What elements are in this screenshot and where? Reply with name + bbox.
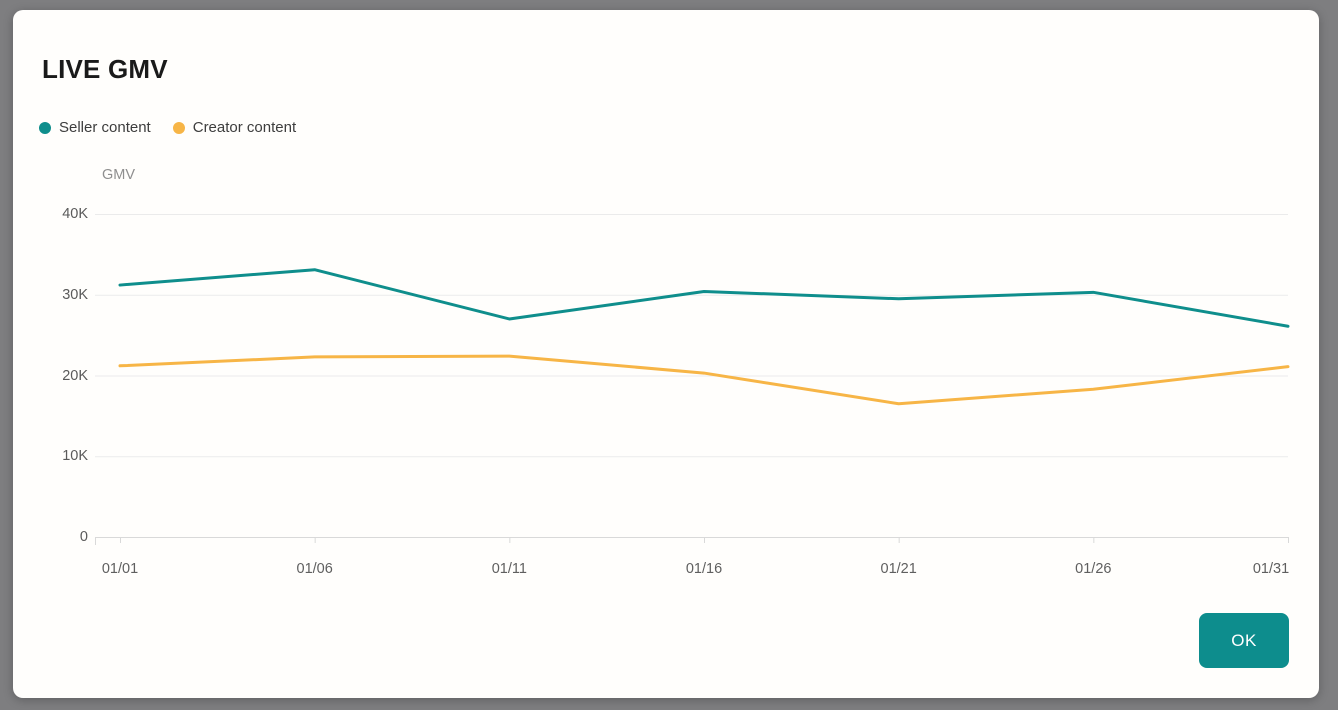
legend-item-seller-content[interactable]: Seller content [39,119,151,136]
legend-label-seller: Seller content [59,119,151,136]
y-tick-label: 10K [62,448,88,465]
y-axis-title: GMV [102,167,136,183]
chart-legend: Seller content Creator content [39,119,296,136]
y-tick-label: 0 [79,529,88,545]
x-tick-label: 01/31 [1252,561,1290,577]
legend-item-creator-content[interactable]: Creator content [172,119,297,136]
seller-content-dot-icon [39,121,51,134]
ok-button[interactable]: OK [1199,613,1289,668]
x-tick-label: 01/01 [101,561,139,577]
live-gmv-dialog: LIVE GMV Seller content Creator content … [13,10,1319,698]
x-tick-label: 01/26 [1075,561,1112,577]
y-tick-label: 20K [62,367,88,384]
creator-content-dot-icon [172,121,185,134]
y-tick-label: 30K [62,286,88,303]
x-tick-label: 01/11 [491,561,527,577]
gmv-line-chart[interactable] [13,10,1319,698]
x-tick-label: 01/06 [296,561,333,577]
legend-label-creator: Creator content [192,119,297,136]
y-tick-label: 40K [62,206,88,222]
page-title: LIVE GMV [42,54,168,84]
series-line-creator-content [118,354,1290,406]
x-tick-label: 01/21 [880,561,917,577]
series-line-seller-content [118,268,1290,328]
x-tick-label: 01/16 [685,561,723,577]
